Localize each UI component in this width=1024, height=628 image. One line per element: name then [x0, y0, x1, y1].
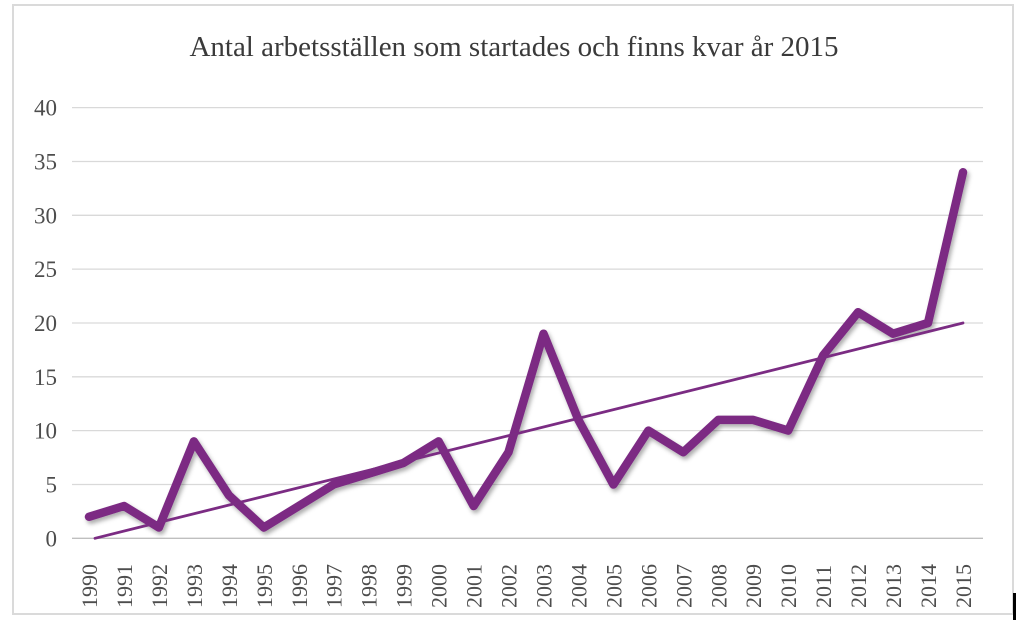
x-axis-label: 2006 [636, 564, 661, 608]
x-axis-label: 2013 [881, 564, 906, 608]
x-axis-label: 2000 [427, 564, 452, 608]
x-axis-label: 1990 [77, 564, 102, 608]
y-axis-label: 40 [34, 96, 57, 121]
x-axis-label: 1991 [112, 564, 137, 608]
x-axis-label: 1993 [182, 564, 207, 608]
x-axis-label: 2015 [951, 564, 976, 608]
x-axis-label: 2010 [776, 564, 801, 608]
x-axis-label: 1998 [357, 564, 382, 608]
y-axis-label: 0 [46, 526, 58, 551]
x-axis-label: 2005 [601, 564, 626, 608]
x-axis-label: 1996 [287, 564, 312, 608]
x-axis-label: 1997 [322, 564, 347, 608]
y-axis-label: 25 [34, 257, 57, 282]
x-axis-label: 1992 [147, 564, 172, 608]
y-axis-label: 5 [46, 472, 58, 497]
y-axis-label: 35 [34, 149, 57, 174]
chart-title: Antal arbetsställen som startades och fi… [189, 31, 839, 63]
trendline [93, 321, 965, 540]
y-axis-label: 10 [34, 419, 57, 444]
x-axis-label: 2001 [462, 564, 487, 608]
x-axis-label: 2003 [531, 564, 556, 608]
x-axis-label: 2014 [916, 564, 941, 608]
data-series-line [84, 168, 968, 532]
x-axis-label: 1994 [217, 564, 242, 608]
x-axis-label: 2002 [497, 564, 522, 608]
x-axis-label: 2012 [846, 564, 871, 608]
y-axis-label: 30 [34, 203, 57, 228]
x-axis-label: 2009 [741, 564, 766, 608]
x-axis-label: 2004 [566, 564, 591, 608]
x-axis-label: 2007 [671, 564, 696, 608]
text-cursor [1013, 593, 1016, 620]
y-axis-label: 15 [34, 365, 57, 390]
x-axis-label: 1995 [252, 564, 277, 608]
x-axis-label: 2011 [811, 565, 836, 608]
x-axis-label: 1999 [392, 564, 417, 608]
x-axis-label: 2008 [706, 564, 731, 608]
y-axis-label: 20 [34, 311, 57, 336]
chart-frame [12, 4, 1014, 615]
